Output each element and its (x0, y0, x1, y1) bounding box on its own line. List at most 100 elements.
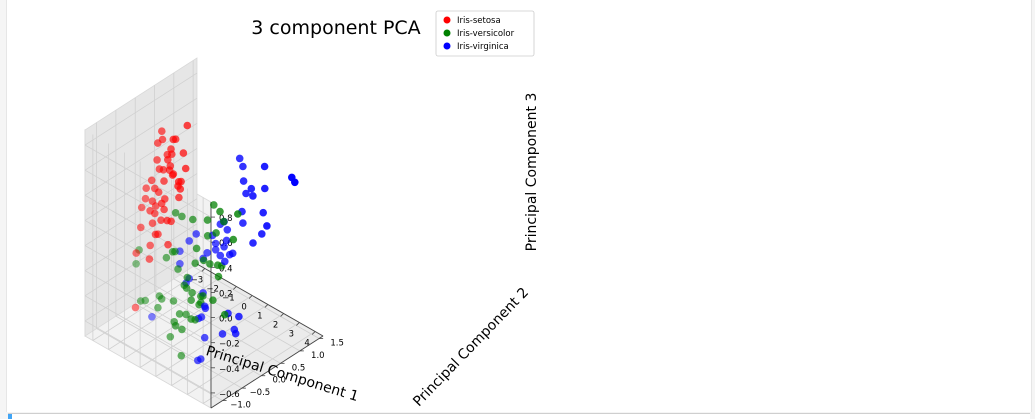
scatter-point-iris-versicolor (154, 303, 162, 312)
legend-label-setosa: Iris-setosa (457, 16, 501, 26)
grid-line-z-left (84, 148, 198, 221)
y-tick-label: 0.0 (272, 376, 286, 386)
grid-line-y-floor (115, 315, 243, 389)
scatter-point-iris-setosa (146, 241, 154, 250)
scatter-point-iris-versicolor (191, 259, 199, 268)
grid-line-x-floor (124, 286, 237, 359)
grid-line-z-left (84, 223, 198, 297)
scatter-point-iris-setosa (169, 135, 178, 144)
scatter-point-iris-virginica (263, 222, 271, 230)
grid-line-z-back (84, 295, 212, 369)
scatter-point-iris-virginica (216, 251, 225, 260)
grid-line-x-floor (202, 331, 316, 404)
grid-line-z-left (84, 97, 198, 171)
grid-line-x-floor (171, 313, 284, 386)
scatter-point-iris-versicolor (199, 292, 207, 300)
scatter-point-iris-versicolor (175, 310, 184, 318)
next-cell-edge (8, 413, 1030, 419)
scatter-point-iris-virginica (247, 184, 256, 193)
scatter-point-iris-setosa (157, 216, 165, 224)
z-tick-label: 0.0 (219, 315, 233, 325)
scatter-point-iris-virginica (197, 313, 206, 321)
scatter-point-iris-versicolor (182, 284, 191, 292)
scatter-point-iris-versicolor (212, 229, 220, 237)
scatter-point-iris-setosa (148, 197, 157, 205)
scatter-point-iris-virginica (223, 226, 232, 234)
z-tick-label: −0.4 (219, 365, 240, 375)
legend-marker-virginica (443, 42, 451, 50)
scatter-point-iris-setosa (174, 178, 183, 186)
scatter-point-iris-versicolor (220, 217, 228, 226)
scatter-point-iris-virginica (239, 162, 247, 171)
scatter-point-iris-virginica (249, 192, 257, 200)
scatter-point-iris-setosa (158, 135, 167, 144)
scatter-point-iris-setosa (181, 164, 190, 173)
scatter-point-iris-setosa (148, 219, 157, 227)
scatter-point-iris-versicolor (220, 310, 229, 319)
scatter-point-iris-virginica (249, 239, 257, 247)
scatter-point-iris-setosa (183, 121, 192, 130)
grid-line-z-back (84, 320, 212, 394)
scatter-point-iris-setosa (167, 145, 175, 153)
legend-marker-versicolor (443, 29, 451, 37)
z-tick-label: −0.6 (219, 390, 240, 400)
scatter-point-iris-versicolor (174, 265, 182, 273)
scatter-point-iris-versicolor (209, 296, 217, 305)
scatter-point-iris-versicolor (188, 289, 196, 297)
scatter-point-iris-setosa (164, 156, 172, 164)
x-tick-label: 0 (241, 303, 246, 313)
y-tick-label: 1.0 (311, 351, 325, 361)
scatter-point-iris-setosa (151, 230, 160, 239)
scatter-point-iris-virginica (259, 208, 267, 217)
grid-line-y-floor (135, 303, 262, 377)
scatter-point-iris-versicolor (187, 296, 195, 305)
legend-marker-setosa (443, 16, 451, 24)
x-tick-mark (311, 331, 316, 335)
output-cell: −3 −2 −1 0 1 2 3 4 −1.0 −0.5 0.0 0.5 1.0 1.5 −0.6 −0.4−… (6, 0, 1032, 412)
scatter-point-iris-versicolor (169, 297, 178, 305)
scatter-point-iris-setosa (161, 195, 169, 203)
grid-line-z-left (84, 122, 198, 196)
scatter-point-iris-setosa (151, 209, 159, 218)
scatter-point-iris-virginica (258, 230, 266, 238)
scatter-point-iris-versicolor (178, 325, 186, 334)
scatter-point-iris-setosa (137, 203, 146, 212)
y-tick-label: −0.5 (250, 388, 271, 398)
scatter-point-iris-virginica (197, 355, 205, 363)
scatter-point-iris-versicolor (234, 210, 242, 218)
scatter-point-iris-versicolor (206, 260, 214, 268)
pca-3d-scatter-figure: −3−2−101234−1.0−0.50.00.51.01.5−0.6−0.4−… (84, 10, 540, 411)
scatter-point-iris-virginica (228, 249, 237, 258)
scatter-point-iris-virginica (192, 230, 200, 238)
scatter-point-iris-setosa (145, 255, 154, 263)
scatter-point-iris-setosa (132, 249, 140, 257)
z-axis-label: Principal Component 3 (524, 93, 540, 252)
scatter-point-iris-versicolor (216, 207, 224, 216)
grid-line-z-back (84, 270, 212, 344)
scatter-point-iris-virginica (235, 312, 243, 321)
scatter-point-iris-versicolor (199, 256, 208, 265)
scatter-point-iris-versicolor (171, 322, 180, 330)
scatter-point-iris-versicolor (178, 212, 186, 221)
x-tick-mark (201, 268, 206, 272)
scatter-point-iris-virginica (260, 162, 269, 171)
scatter-point-iris-versicolor (214, 272, 223, 281)
scatter-point-iris-virginica (239, 177, 248, 185)
scatter-point-iris-virginica (148, 313, 156, 321)
grid-line-z-back (84, 169, 212, 243)
x-tick-label: 2 (273, 321, 278, 331)
x-tick-mark (233, 286, 237, 290)
x-tick-mark (248, 295, 253, 299)
grid-line-z-left (84, 72, 198, 146)
scatter-point-iris-setosa (168, 171, 177, 179)
scatter-point-iris-setosa (166, 162, 175, 170)
scatter-point-iris-setosa (167, 217, 175, 226)
grid-line-x-floor (187, 322, 300, 395)
x-tick-mark (280, 313, 284, 317)
scatter-point-iris-setosa (141, 194, 150, 203)
y-tick-label: −1.0 (230, 401, 251, 411)
x-tick-label: 1 (257, 312, 262, 322)
scatter-point-iris-virginica (211, 246, 220, 254)
scatter-point-iris-versicolor (168, 248, 177, 256)
scatter-point-iris-versicolor (192, 244, 201, 253)
